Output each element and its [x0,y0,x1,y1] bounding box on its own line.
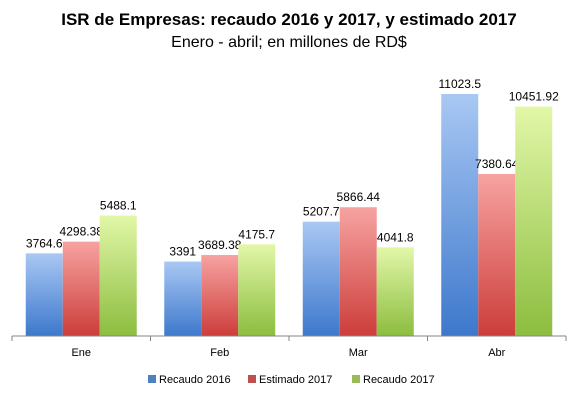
data-label: 11023.5 [439,77,482,91]
bar-recaudo-2017-abr [515,106,553,337]
data-label: 3764.6 [26,236,63,250]
data-label: 10451.92 [509,90,559,104]
bar-recaudo-2016-feb [164,261,202,336]
legend-swatch [148,375,156,383]
data-label: 7380.64 [475,157,519,171]
legend-entry: Recaudo 2016 [159,374,231,386]
bar-estimado-2017-mar [339,207,377,336]
chart-title: ISR de Empresas: recaudo 2016 y 2017, y … [61,10,517,29]
data-label: 5207.7 [303,205,340,219]
bar-recaudo-2017-mar [376,247,414,336]
x-tick-label: Mar [349,347,368,359]
data-label: 4298.38 [60,225,104,239]
bar-estimado-2017-feb [201,255,239,336]
legend-swatch [352,375,360,383]
bar-recaudo-2016-mar [302,221,340,336]
data-label: 4175.7 [238,227,275,241]
legend-swatch [248,375,256,383]
bar-recaudo-2017-ene [99,215,137,336]
x-tick-label: Feb [210,347,229,359]
data-label: 3391 [169,245,196,259]
data-label: 5866.44 [337,190,381,204]
bar-recaudo-2017-feb [238,244,276,336]
chart-subtitle: Enero - abril; en millones de RD$ [171,34,407,51]
x-tick-label: Abr [488,347,505,359]
data-label: 3689.38 [198,238,242,252]
bar-estimado-2017-ene [62,241,100,336]
bar-recaudo-2016-ene [25,253,63,336]
legend-entry: Recaudo 2017 [363,374,435,386]
x-tick-label: Ene [71,347,91,359]
bar-recaudo-2016-abr [441,94,479,336]
legend-entry: Estimado 2017 [259,374,332,386]
data-label: 4041.8 [377,230,414,244]
data-label: 5488.1 [100,199,137,213]
bar-estimado-2017-abr [478,173,516,336]
